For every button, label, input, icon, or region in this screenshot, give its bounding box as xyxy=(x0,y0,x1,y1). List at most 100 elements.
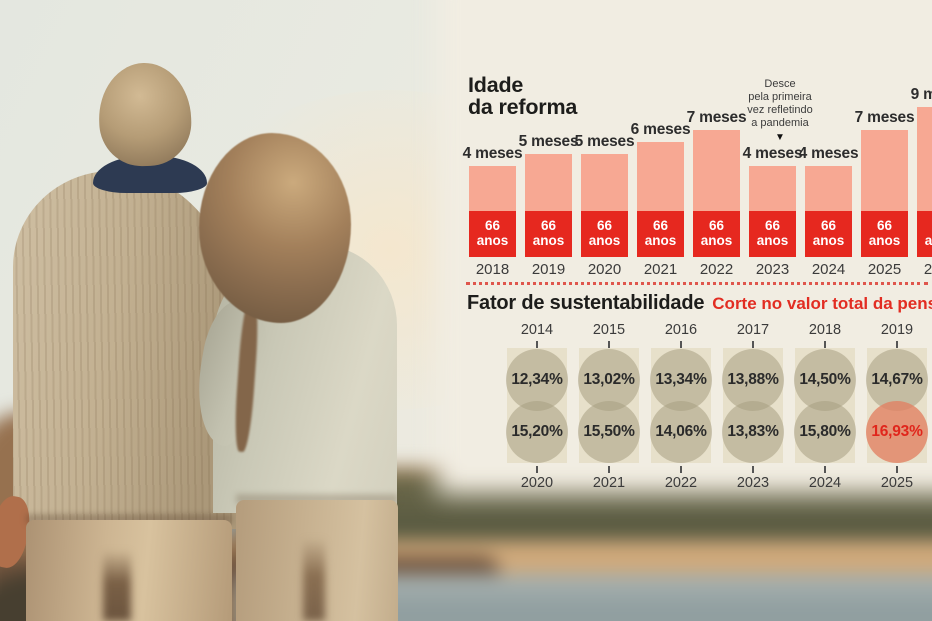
bar-extra-months-segment xyxy=(469,166,516,211)
bar-months-label: 4 meses xyxy=(742,145,803,162)
bar-base-age-segment: 66 anos xyxy=(693,211,740,257)
dotted-separator xyxy=(466,282,928,285)
bar-base-label: 66 anos xyxy=(812,218,845,248)
factor-column-2014-2020: 2014 12,34% 15,20% 2020 xyxy=(501,322,573,494)
bar-base-label: 66 anos xyxy=(644,218,677,248)
bar-base-label: 66 anos xyxy=(756,218,789,248)
bar-base-age-segment: 66 anos xyxy=(525,211,572,257)
factor-bottom-year-label: 2024 xyxy=(808,475,842,491)
bar-extra-months-segment xyxy=(637,142,684,211)
factor-bottom-value: 15,80% xyxy=(799,423,851,440)
bar-base-label: 66 anos xyxy=(588,218,621,248)
factor-top-value: 13,88% xyxy=(727,371,779,388)
bar-months-label: 4 meses xyxy=(462,145,523,162)
bar-base-age-segment: 66 anos xyxy=(861,211,908,257)
bar-months-label: 5 meses xyxy=(518,133,579,150)
bar-base-age-segment: 66 anos xyxy=(637,211,684,257)
bar-year-label: 2026 xyxy=(923,261,932,278)
bar-extra-months-segment xyxy=(581,154,628,211)
bar-year-label: 2021 xyxy=(643,261,678,278)
factor-column-2015-2021: 2015 13,02% 15,50% 2021 xyxy=(573,322,645,494)
factor-top-year-label: 2014 xyxy=(520,322,554,338)
factor-top-value: 13,02% xyxy=(583,371,635,388)
bar-months-label: 7 meses xyxy=(854,109,915,126)
retirement-bar-2024: 4 meses 66 anos 2024 xyxy=(799,86,859,278)
retirement-chart-title: Idade da reforma xyxy=(468,73,578,120)
woman-hair xyxy=(199,133,351,323)
bar-year-label: 2023 xyxy=(755,261,790,278)
factor-top-circle xyxy=(722,349,784,411)
factor-top-value: 13,34% xyxy=(655,371,707,388)
factor-top-circle xyxy=(506,349,568,411)
tick-mark xyxy=(896,466,898,473)
bar-months-label: 4 meses xyxy=(798,145,859,162)
bar-extra-months-segment xyxy=(749,166,796,211)
factor-column-2018-2024: 2018 14,50% 15,80% 2024 xyxy=(789,322,861,494)
bar-months-label: 9 meses xyxy=(910,86,932,103)
bar-months-label: 7 meses xyxy=(686,109,747,126)
factor-bottom-year-label: 2021 xyxy=(592,475,626,491)
tick-mark xyxy=(824,466,826,473)
retirement-bar-2026: 9 meses 66 anos 2026 xyxy=(911,86,932,278)
factor-bottom-year-label: 2020 xyxy=(520,475,554,491)
bar-year-label: 2024 xyxy=(811,261,846,278)
factor-bottom-circle xyxy=(650,401,712,463)
sustainability-heading: Fator de sustentabilidade Corte no valor… xyxy=(467,292,932,315)
bar-base-age-segment: 66 anos xyxy=(805,211,852,257)
bar-base-label: 66 anos xyxy=(532,218,565,248)
bar-year-label: 2019 xyxy=(531,261,566,278)
factor-top-year-label: 2018 xyxy=(808,322,842,338)
factor-top-value: 12,34% xyxy=(511,371,563,388)
factor-top-year-label: 2015 xyxy=(592,322,626,338)
pandemic-annotation: Desce pela primeira vez refletindo a pan… xyxy=(731,78,829,143)
bar-extra-months-segment xyxy=(861,130,908,211)
retirement-bar-2020: 5 meses 66 anos 2020 xyxy=(575,86,635,278)
factor-bottom-value: 15,20% xyxy=(511,423,563,440)
bar-extra-months-segment xyxy=(917,107,932,212)
bar-extra-months-segment xyxy=(805,166,852,211)
woman-cardigan-hem xyxy=(236,494,398,504)
factor-bottom-year-label: 2025 xyxy=(880,475,914,491)
factor-bottom-circle xyxy=(506,401,568,463)
bar-extra-months-segment xyxy=(525,154,572,211)
woman-leg-shadow xyxy=(303,538,325,621)
bar-base-label: 66 anos xyxy=(476,218,509,248)
bar-year-label: 2018 xyxy=(475,261,510,278)
factor-bottom-circle xyxy=(794,401,856,463)
factor-top-circle xyxy=(866,349,928,411)
man-leg-shadow xyxy=(103,550,131,621)
factor-bottom-year-label: 2022 xyxy=(664,475,698,491)
retirement-bars: 4 meses 66 anos 2018 5 meses 66 anos 2019 5 me… xyxy=(0,0,932,300)
retirement-bar-2025: 7 meses 66 anos 2025 xyxy=(855,86,915,278)
tick-mark xyxy=(536,341,538,348)
factor-bottom-value: 15,50% xyxy=(583,423,635,440)
tick-mark xyxy=(896,341,898,348)
bar-base-label: 66 anos xyxy=(700,218,733,248)
factor-bottom-circle xyxy=(722,401,784,463)
tick-mark xyxy=(608,341,610,348)
bar-base-age-segment: 66 anos xyxy=(469,211,516,257)
factor-bottom-value: 13,83% xyxy=(727,423,779,440)
factor-bottom-value: 16,93% xyxy=(871,423,923,440)
factor-column-2017-2023: 2017 13,88% 13,83% 2023 xyxy=(717,322,789,494)
bar-base-label: 66 anos xyxy=(924,233,932,249)
bar-extra-months-segment xyxy=(693,130,740,211)
bar-base-label: 66 anos xyxy=(868,218,901,248)
tick-mark xyxy=(608,466,610,473)
tick-mark xyxy=(680,466,682,473)
bar-year-label: 2025 xyxy=(867,261,902,278)
factor-bottom-year-label: 2023 xyxy=(736,475,770,491)
sustainability-title: Fator de sustentabilidade xyxy=(467,292,705,314)
sustainability-subtitle: Corte no valor total da pensão xyxy=(712,294,932,313)
bar-year-label: 2022 xyxy=(699,261,734,278)
bar-base-age-segment: 66 anos xyxy=(581,211,628,257)
down-arrow-icon: ▼ xyxy=(775,131,785,143)
factor-column-2019-2025: 2019 14,67% 16,93% 2025 xyxy=(861,322,932,494)
tick-mark xyxy=(752,466,754,473)
bar-months-label: 6 meses xyxy=(630,121,691,138)
factor-top-value: 14,50% xyxy=(799,371,851,388)
factor-column-2016-2022: 2016 13,34% 14,06% 2022 xyxy=(645,322,717,494)
